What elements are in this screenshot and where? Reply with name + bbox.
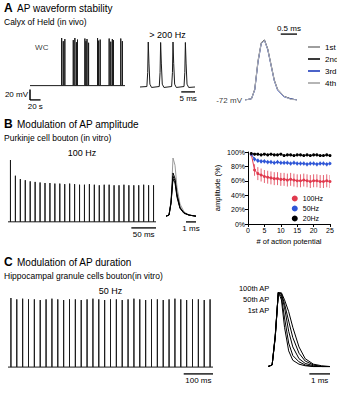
svg-text:amplitude (%): amplitude (%) [213,164,222,211]
svg-text:10: 10 [277,227,285,234]
svg-text:100%: 100% [227,149,245,156]
svg-text:20Hz: 20Hz [303,215,320,222]
svg-text:WC: WC [35,43,49,52]
svg-text:Modulation of AP duration: Modulation of AP duration [17,257,131,268]
svg-text:100 ms: 100 ms [185,376,211,385]
svg-text:0%: 0% [235,221,245,228]
svg-text:20%: 20% [231,206,245,213]
svg-text:20: 20 [310,227,318,234]
svg-text:AP waveform stability: AP waveform stability [17,3,112,14]
svg-text:50 Hz: 50 Hz [99,286,123,296]
svg-text:50Hz: 50Hz [303,205,320,212]
svg-text:0: 0 [246,227,250,234]
svg-text:80%: 80% [231,163,245,170]
svg-text:1st AP: 1st AP [248,306,270,315]
svg-text:Purkinje cell bouton (in vitro: Purkinje cell bouton (in vitro) [4,133,111,143]
svg-text:50 ms: 50 ms [133,230,155,239]
svg-text:B: B [4,117,13,131]
svg-text:3rd: 3rd [325,67,337,76]
svg-text:# of action potential: # of action potential [256,237,321,246]
svg-text:-72 mV: -72 mV [216,96,242,105]
svg-text:15: 15 [293,227,301,234]
svg-text:60%: 60% [231,177,245,184]
svg-text:100Hz: 100Hz [303,195,324,202]
svg-text:5: 5 [262,227,266,234]
svg-text:Calyx of Held (in vivo): Calyx of Held (in vivo) [4,17,87,27]
svg-text:1 ms: 1 ms [311,376,328,385]
svg-text:20 mV: 20 mV [5,90,29,99]
svg-text:0.5 ms: 0.5 ms [277,24,301,33]
svg-text:1st: 1st [325,43,336,52]
svg-text:1 ms: 1 ms [182,224,199,233]
svg-text:20 s: 20 s [28,102,43,111]
svg-text:50th AP: 50th AP [243,295,269,304]
svg-text:Modulation of AP amplitude: Modulation of AP amplitude [17,119,139,130]
svg-text:2nd: 2nd [325,55,337,64]
svg-text:40%: 40% [231,192,245,199]
svg-text:5 ms: 5 ms [179,94,196,103]
svg-text:25: 25 [326,227,334,234]
svg-text:C: C [4,255,13,269]
svg-text:4th: 4th [325,79,336,88]
svg-text:100th AP: 100th AP [239,284,269,293]
svg-text:Hippocampal granule cells bout: Hippocampal granule cells bouton(in vitr… [4,271,163,281]
svg-text:> 200 Hz: > 200 Hz [149,30,186,40]
svg-text:A: A [4,1,13,15]
svg-text:100 Hz: 100 Hz [68,148,97,158]
